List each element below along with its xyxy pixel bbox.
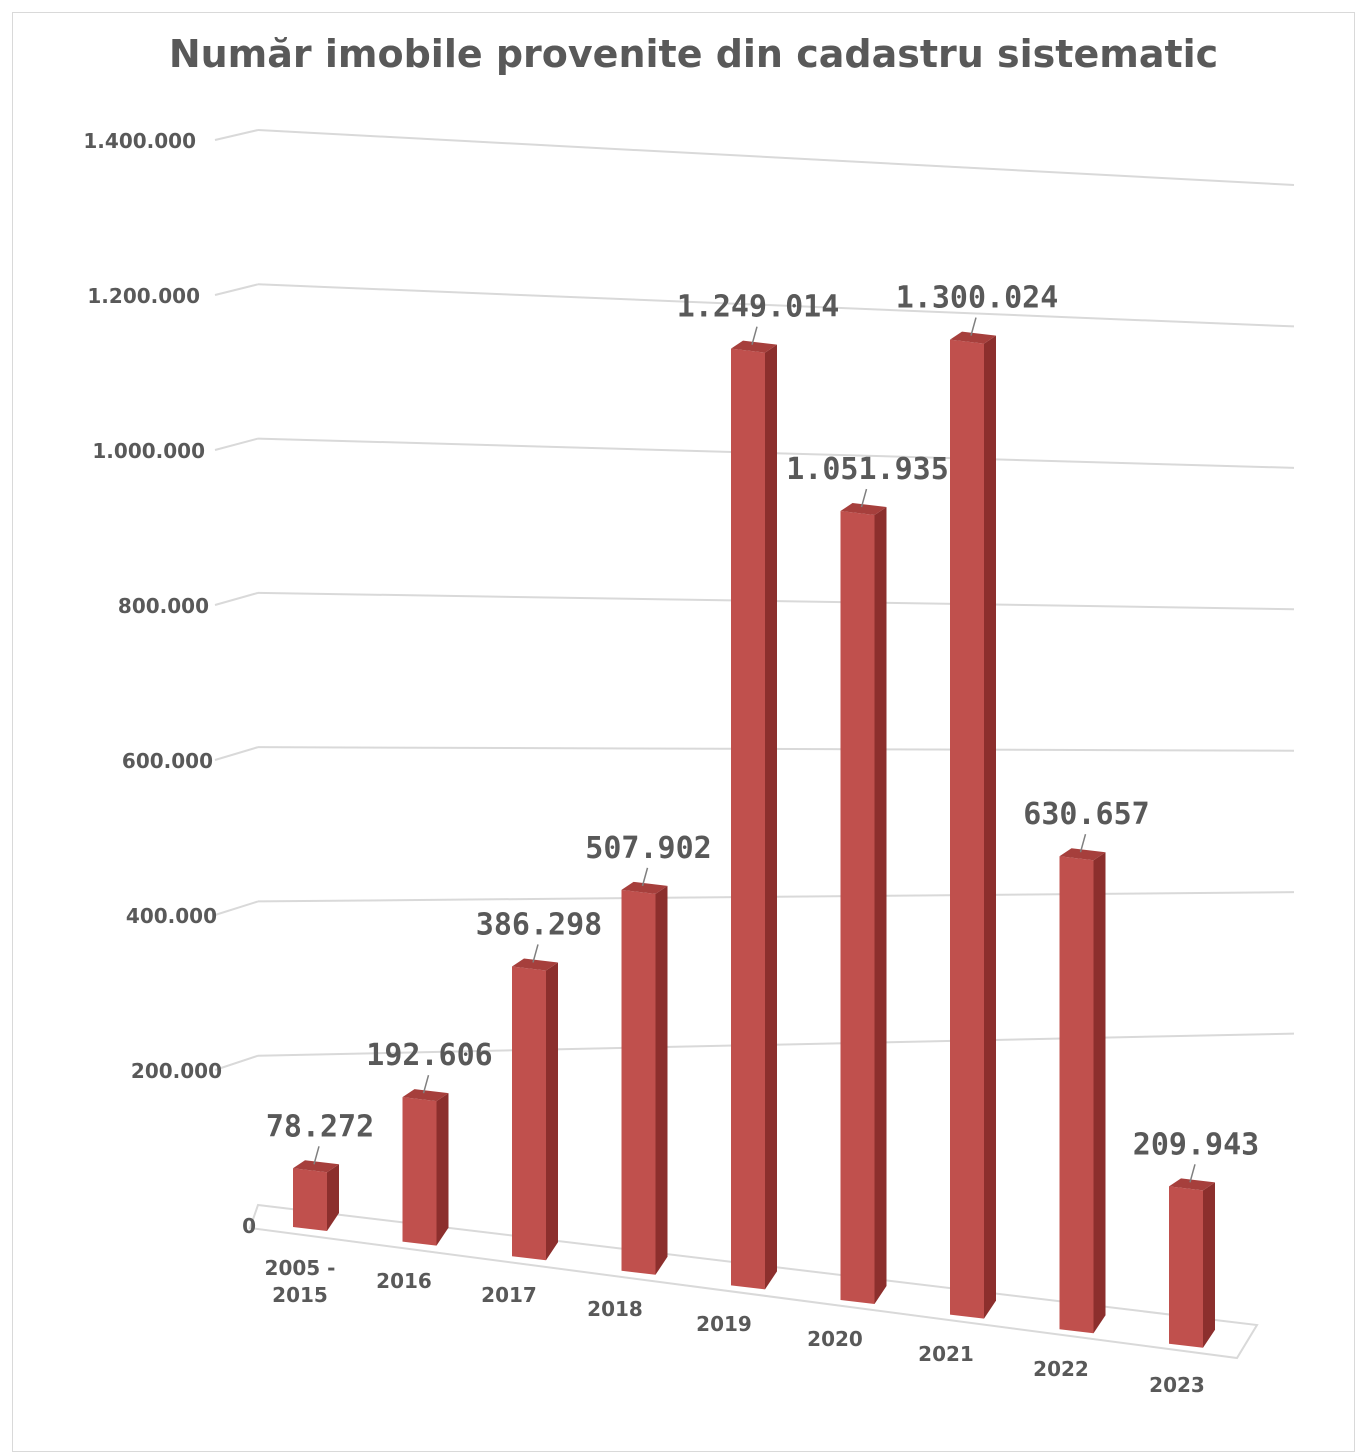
bar-top [293, 1160, 339, 1173]
bar-top [950, 331, 996, 344]
bar-top [621, 881, 668, 894]
bar-side [546, 962, 558, 1261]
bar-side [436, 1093, 449, 1246]
bar-front [293, 1168, 327, 1231]
bars: 78.272 192.606 386.298 507.902 1.249.014 1.05… [266, 281, 1259, 1348]
bar: 630.657 [1023, 797, 1150, 1334]
bar-top [840, 503, 887, 516]
gridline-depth [214, 591, 259, 606]
bar-side [655, 885, 668, 1275]
data-label-leader [422, 1074, 430, 1094]
y-tick-label: 200.000 [131, 1059, 222, 1083]
data-label: 630.657 [1023, 797, 1149, 832]
bar-side [327, 1164, 339, 1231]
data-label-leader [751, 326, 758, 345]
bar: 209.943 [1133, 1127, 1259, 1348]
bar: 507.902 [585, 831, 712, 1275]
bar-top [1059, 848, 1106, 861]
gridline [257, 129, 1295, 186]
bar-front [950, 339, 984, 1319]
gridline-depth [214, 437, 259, 451]
bar: 192.606 [366, 1038, 493, 1246]
y-tick-label: 1.400.000 [83, 129, 196, 153]
data-label: 192.606 [366, 1038, 492, 1073]
bar-side [874, 507, 887, 1305]
bar-side [984, 335, 996, 1319]
data-label: 1.300.024 [896, 281, 1059, 316]
bar-top [1169, 1178, 1215, 1191]
x-tick-label: 2017 [481, 1283, 537, 1307]
bar-side [765, 344, 777, 1290]
bar-front [621, 889, 656, 1275]
y-tick-label: 1.000.000 [92, 439, 205, 463]
y-tick-label: 400.000 [126, 904, 217, 928]
data-label: 209.943 [1133, 1127, 1259, 1162]
gridline-depth [214, 129, 259, 141]
y-tick-label: 1.200.000 [87, 284, 200, 308]
data-label: 1.249.014 [677, 290, 840, 325]
data-label-leader [1189, 1164, 1196, 1183]
data-label: 386.298 [476, 907, 602, 942]
x-tick-label: 2019 [696, 1312, 752, 1336]
x-tick-label: 2016 [376, 1269, 432, 1293]
bar-front [1059, 856, 1094, 1334]
data-label-leader [860, 488, 868, 508]
chart-floor [248, 1203, 1259, 1360]
bar-front [731, 348, 765, 1290]
data-label: 1.051.935 [786, 452, 949, 487]
y-tick-label: 600.000 [122, 749, 213, 773]
data-label-leader [970, 317, 977, 336]
bar-front [512, 966, 546, 1261]
bar: 1.249.014 [677, 290, 840, 1290]
data-label: 78.272 [266, 1109, 374, 1144]
gridline-depth [214, 1054, 259, 1071]
data-label-leader [1079, 834, 1087, 853]
bar: 1.300.024 [896, 281, 1059, 1319]
x-tick-label: 2022 [1033, 1357, 1089, 1381]
x-tick-label: 2018 [587, 1297, 643, 1321]
y-tick-label: 800.000 [118, 594, 209, 618]
y-axis-ticks: 0 200.000 400.000 600.000 800.000 1.000.000 1.… [83, 129, 256, 1238]
bar-top [512, 958, 558, 971]
bar-top [402, 1089, 449, 1102]
gridline [257, 283, 1295, 328]
bar-front [402, 1097, 437, 1246]
x-tick-label: 2005 -2015 [265, 1256, 336, 1307]
bar: 78.272 [266, 1109, 374, 1231]
y-tick-label: 0 [242, 1214, 256, 1238]
gridline-depth [214, 900, 259, 916]
bar-front [840, 511, 875, 1305]
chart-frame [12, 12, 1355, 1452]
bar-top [731, 340, 777, 353]
floor-outline [248, 1203, 1259, 1360]
bar-side [1203, 1182, 1215, 1348]
chart-title: Număr imobile provenite din cadastru sis… [168, 32, 1219, 76]
data-label-leader [313, 1146, 320, 1165]
x-axis-ticks: 2005 -2015 2016 2017 2018 2019 2020 2021 2022 20… [265, 1256, 1205, 1397]
data-label-leader [641, 867, 649, 887]
bar: 386.298 [476, 907, 602, 1261]
data-label-leader [532, 944, 539, 963]
data-label: 507.902 [585, 831, 711, 866]
bar-side [1093, 852, 1106, 1334]
gridline-depth [214, 283, 259, 296]
gridline-depth [214, 746, 259, 761]
bar: 1.051.935 [786, 452, 949, 1305]
x-tick-label: 2021 [918, 1342, 974, 1366]
x-tick-label: 2023 [1149, 1373, 1205, 1397]
x-tick-label: 2020 [807, 1327, 863, 1351]
bar-front [1169, 1186, 1203, 1348]
